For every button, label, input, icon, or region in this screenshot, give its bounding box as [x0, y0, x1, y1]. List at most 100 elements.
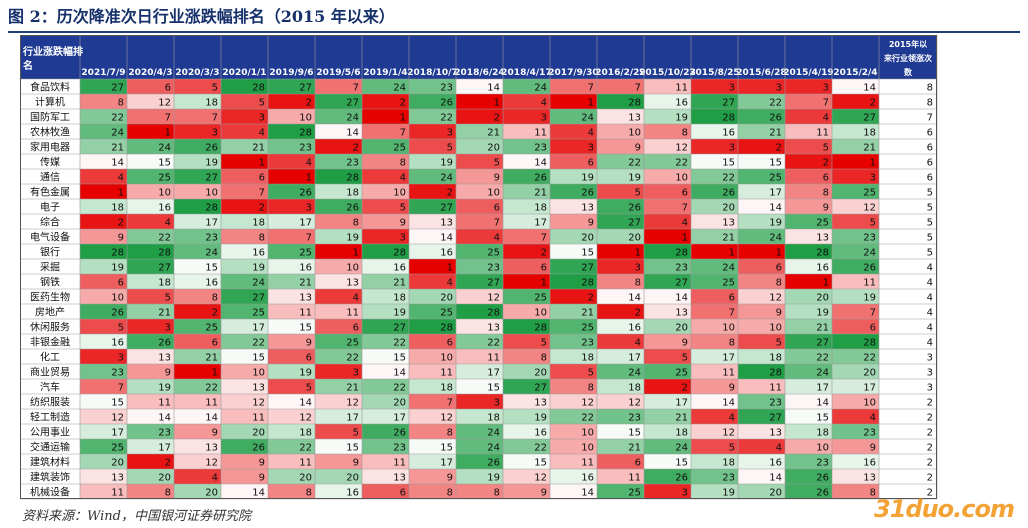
rank-value: 8 — [165, 488, 171, 499]
rank-cell — [80, 379, 127, 394]
rank-cell — [409, 139, 456, 154]
rank-cell — [362, 304, 409, 319]
count-cell-bg — [879, 349, 937, 364]
rank-value: 8 — [447, 488, 453, 499]
rank-cell — [644, 334, 691, 349]
rank-value: 18 — [252, 218, 265, 229]
rank-value: 17 — [487, 368, 500, 379]
rank-cell — [738, 94, 785, 109]
rank-cell — [221, 319, 268, 334]
rank-cell — [362, 484, 409, 499]
rank-cell — [456, 259, 503, 274]
rank-cell — [362, 259, 409, 274]
rank-value: 10 — [816, 443, 829, 454]
rank-value: 15 — [299, 323, 312, 334]
rank-cell — [597, 124, 644, 139]
rank-value: 5 — [212, 83, 218, 94]
rank-cell — [362, 349, 409, 364]
rank-value: 16 — [534, 428, 547, 439]
rank-cell — [456, 439, 503, 454]
rank-cell — [832, 364, 879, 379]
rank-cell — [409, 304, 456, 319]
rank-cell — [315, 424, 362, 439]
rank-cell — [362, 364, 409, 379]
rank-value: 23 — [628, 413, 641, 424]
rank-cell — [174, 424, 221, 439]
rank-cell — [127, 304, 174, 319]
rank-value: 9 — [729, 383, 735, 394]
rank-value: 21 — [675, 413, 688, 424]
rank-cell — [550, 139, 597, 154]
rank-cell — [456, 454, 503, 469]
rank-cell — [550, 304, 597, 319]
rank-value: 9 — [165, 368, 171, 379]
rank-value: 25 — [346, 338, 359, 349]
rank-value: 28 — [158, 248, 171, 259]
rank-cell — [174, 139, 221, 154]
rank-cell — [597, 199, 644, 214]
rank-value: 24 — [722, 263, 735, 274]
rank-cell — [832, 214, 879, 229]
rank-cell — [503, 484, 550, 499]
rank-cell — [785, 169, 832, 184]
rank-cell — [268, 139, 315, 154]
rank-value: 23 — [722, 473, 735, 484]
rank-value: 2 — [212, 308, 218, 319]
industry-label: 房地产 — [35, 306, 65, 319]
rank-cell — [174, 184, 221, 199]
rank-cell — [503, 319, 550, 334]
rank-value: 22 — [393, 338, 406, 349]
rank-cell — [785, 379, 832, 394]
rank-value: 25 — [769, 173, 782, 184]
rank-cell — [362, 469, 409, 484]
rank-cell — [80, 364, 127, 379]
rank-value: 26 — [111, 308, 124, 319]
rank-cell — [174, 394, 221, 409]
rank-cell — [832, 274, 879, 289]
rank-value: 19 — [581, 173, 594, 184]
rank-cell — [785, 289, 832, 304]
rank-value: 18 — [534, 203, 547, 214]
rank-value: 4 — [729, 413, 735, 424]
rank-cell — [503, 469, 550, 484]
rank-cell — [80, 469, 127, 484]
rank-cell — [409, 484, 456, 499]
rank-value: 22 — [252, 338, 265, 349]
rank-value: 12 — [581, 398, 594, 409]
rank-cell — [174, 229, 221, 244]
rank-value: 24 — [534, 83, 547, 94]
rank-cell — [315, 229, 362, 244]
rank-value: 20 — [487, 143, 500, 154]
count-cell-bg — [879, 424, 937, 439]
count-cell-bg — [879, 109, 937, 124]
rank-cell — [644, 349, 691, 364]
rank-value: 14 — [299, 398, 312, 409]
rank-value: 25 — [393, 143, 406, 154]
rank-cell — [597, 484, 644, 499]
rank-cell — [644, 439, 691, 454]
rank-value: 21 — [111, 143, 124, 154]
rank-cell — [785, 184, 832, 199]
rank-value: 11 — [111, 488, 124, 499]
rank-cell — [315, 319, 362, 334]
rank-cell — [691, 469, 738, 484]
rank-value: 23 — [863, 233, 876, 244]
rank-cell — [409, 364, 456, 379]
rank-value: 7 — [682, 203, 688, 214]
rank-cell — [80, 349, 127, 364]
count-cell-bg — [879, 304, 937, 319]
rank-value: 1 — [588, 98, 594, 109]
rank-cell — [503, 424, 550, 439]
rank-value: 18 — [440, 383, 453, 394]
rank-cell — [362, 214, 409, 229]
rank-value: 14 — [581, 488, 594, 499]
date-header: 2018/4/17 — [501, 68, 551, 78]
date-header: 2015/4/19 — [783, 68, 833, 78]
rank-value: 27 — [252, 293, 265, 304]
rank-value: 28 — [675, 248, 688, 259]
rank-value: 2 — [400, 98, 406, 109]
rank-value: 13 — [675, 308, 688, 319]
rank-value: 13 — [299, 293, 312, 304]
industry-cell-bg — [20, 394, 80, 409]
rank-cell — [221, 79, 268, 94]
